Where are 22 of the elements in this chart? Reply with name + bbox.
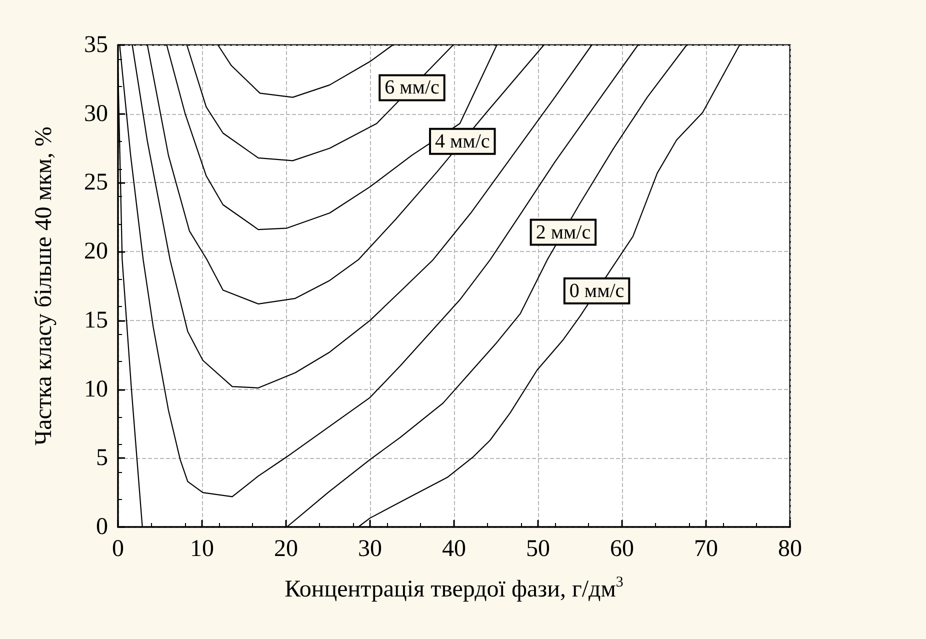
y-tick-label: 10 [84, 376, 108, 402]
y-tick-label: 25 [84, 170, 108, 196]
x-tick-label: 10 [190, 536, 214, 562]
annotation: 2 мм/с [536, 221, 591, 244]
y-tick-label: 5 [96, 445, 108, 472]
y-tick-label: 35 [84, 32, 108, 58]
y-tick-label: 0 [96, 514, 108, 540]
y-tick-label: 20 [84, 238, 108, 265]
y-tick-label: 15 [84, 307, 108, 334]
annotation: 4 мм/с [435, 130, 490, 152]
x-tick-label: 30 [358, 536, 382, 562]
x-tick-label: 40 [442, 536, 466, 562]
x-tick-label: 60 [610, 536, 634, 562]
x-tick-label: 20 [274, 536, 298, 562]
y-tick-label: 30 [84, 100, 108, 127]
annotation: 0 мм/с [569, 280, 624, 302]
annotation: 6 мм/с [384, 76, 440, 99]
x-tick-label: 50 [526, 536, 550, 562]
x-tick-label: 80 [778, 536, 802, 562]
x-tick-label: 70 [694, 536, 718, 562]
x-tick-label: 0 [112, 536, 124, 562]
y-axis-title: Частка класу більше 40 мкм, % [31, 126, 57, 446]
